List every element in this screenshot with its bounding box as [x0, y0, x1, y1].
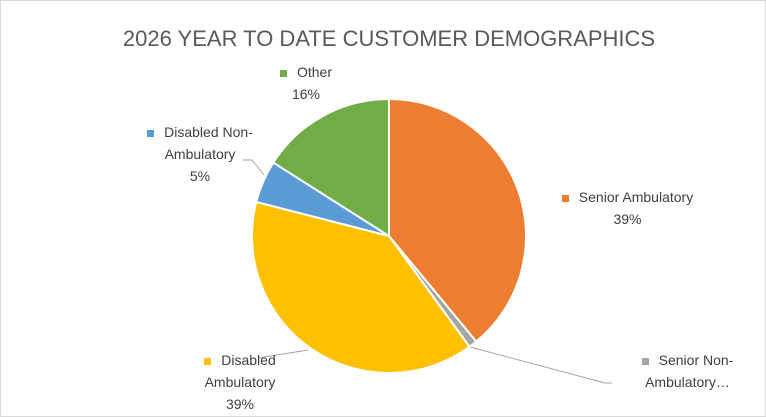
pie-slice — [388, 97, 527, 343]
pie-slice — [271, 97, 390, 238]
value-label: 39% — [225, 396, 255, 412]
data-label: Disabled Non-Ambulatory 5% — [125, 121, 275, 187]
data-label: Senior Non-Ambulatory… — [615, 349, 760, 393]
category-label: Senior Non-Ambulatory… — [645, 352, 734, 390]
leader-line — [243, 159, 265, 176]
value-label: 5% — [189, 168, 211, 184]
legend-marker — [561, 194, 569, 202]
chart-title: 2026 YEAR TO DATE CUSTOMER DEMOGRAPHICS — [123, 26, 655, 51]
pie-slice — [251, 200, 471, 374]
data-label: Senior Ambulatory 39% — [545, 186, 710, 230]
leader-line — [469, 346, 612, 384]
legend-marker — [641, 357, 649, 365]
legend-marker — [279, 69, 287, 77]
legend-marker — [147, 129, 155, 137]
category-label: Disabled Ambulatory — [204, 352, 276, 390]
value-label: 16% — [291, 86, 321, 102]
leader-line — [257, 349, 309, 359]
category-label: Disabled Non-Ambulatory — [164, 124, 253, 162]
legend-marker — [204, 357, 212, 365]
category-label: Other — [296, 64, 332, 80]
value-label: 39% — [613, 211, 642, 227]
category-label: Senior Ambulatory — [578, 189, 694, 205]
data-label: Other 16% — [266, 61, 346, 105]
data-label: Disabled Ambulatory 39% — [170, 349, 310, 415]
